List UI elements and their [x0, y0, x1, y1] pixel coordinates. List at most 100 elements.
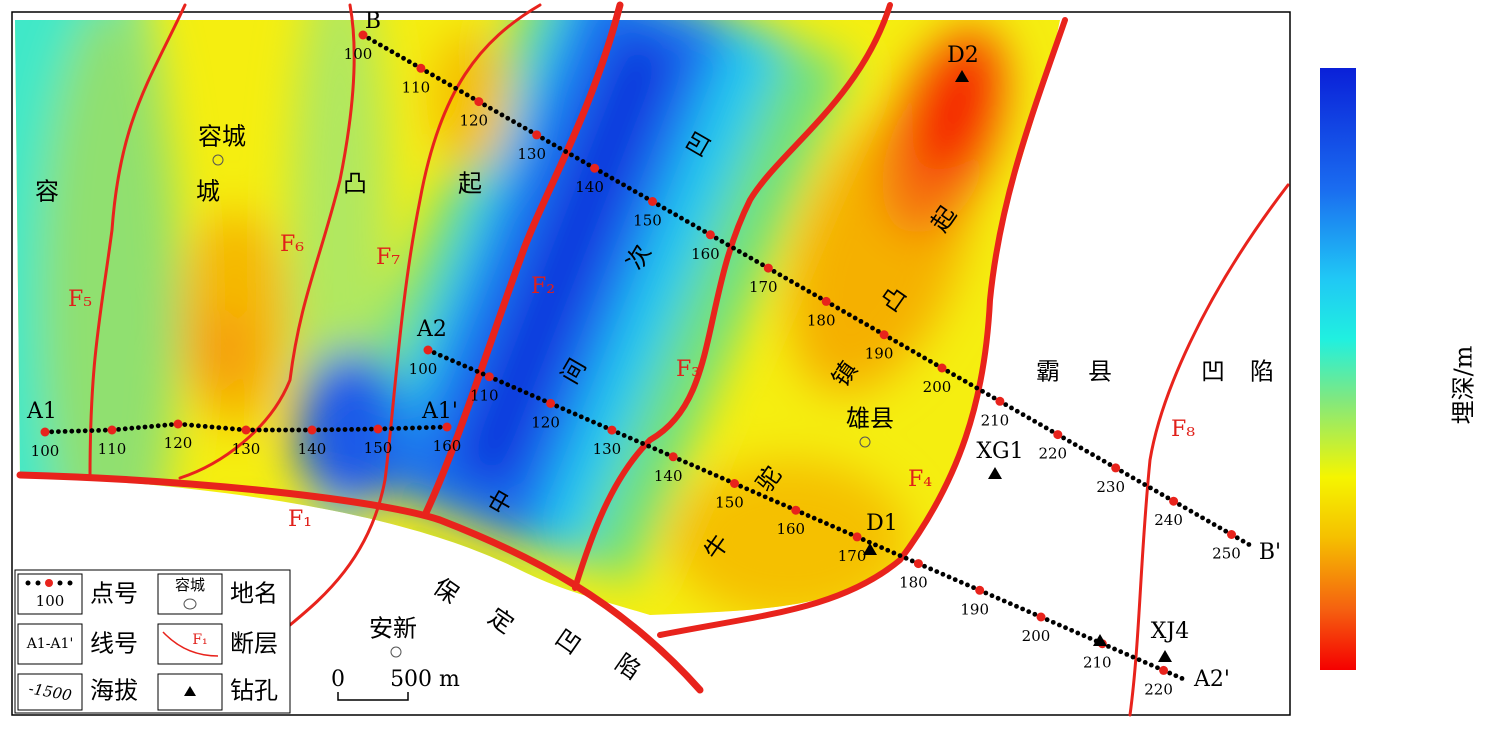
line-dot	[806, 289, 812, 294]
region-char: 城	[196, 178, 220, 206]
line-dot	[805, 513, 811, 518]
legend-label: 线号	[90, 630, 138, 658]
line-dot	[922, 355, 928, 361]
line-dot	[777, 272, 783, 278]
line-dot	[383, 45, 389, 51]
line-dot	[162, 422, 168, 428]
station-label: 190	[960, 600, 989, 618]
line-dot	[707, 470, 713, 476]
line-dot	[1081, 633, 1087, 639]
station-point	[1169, 496, 1179, 506]
line-dot	[369, 426, 374, 432]
legend-swatch	[157, 573, 223, 615]
line-dot	[928, 358, 933, 364]
line-dot	[1176, 502, 1182, 507]
station-label: 160	[691, 245, 720, 263]
line-dot	[962, 378, 968, 384]
station-point	[791, 505, 801, 515]
scale-line	[337, 692, 409, 701]
station-point	[821, 296, 831, 306]
line-dot	[122, 426, 128, 432]
line-dot	[522, 125, 528, 131]
fault-labels: F₁ F₂ F₃ F₄ F₅ F₆ F₇ F₈	[68, 232, 1195, 532]
line-dot	[560, 406, 566, 412]
line-dot	[423, 425, 429, 430]
line-dot	[182, 422, 188, 427]
line-dot	[149, 424, 155, 429]
station-point	[40, 427, 50, 437]
line-end-label: B'	[1259, 540, 1281, 565]
line-dot	[702, 229, 708, 234]
line-start-label: A2	[416, 317, 447, 342]
line-dot	[887, 335, 893, 341]
line-dot	[775, 499, 780, 505]
line-dot	[303, 427, 308, 433]
line-dot	[1087, 635, 1093, 641]
station-label: 130	[593, 440, 622, 458]
scale-zero: 0	[331, 667, 345, 692]
line-dot	[640, 441, 645, 446]
station-point	[975, 585, 985, 595]
line-dot	[679, 215, 684, 221]
legend: 100 点号 容城 地名 A1-A1' 线号 F₁ 断层 -1500 海拔 钻孔	[14, 569, 291, 714]
line-dot	[456, 360, 462, 366]
line-dot	[597, 422, 603, 428]
region-char: 容	[35, 178, 59, 206]
line-dot	[1026, 609, 1032, 615]
fault-label: F₁	[288, 507, 312, 532]
place-marker	[212, 154, 224, 166]
line-dot	[1038, 422, 1043, 428]
line-dot	[1246, 542, 1252, 547]
line-dot	[835, 305, 841, 311]
place-marker	[390, 646, 402, 658]
wells: D2 XG1 D1 XJ4	[863, 43, 1189, 662]
line-dot	[493, 376, 498, 382]
line-dot	[435, 75, 441, 81]
fault-label: F₄	[908, 467, 932, 492]
line-dot	[263, 427, 269, 433]
line-dot	[885, 547, 891, 553]
region-char: 陷	[1250, 358, 1274, 386]
station-point	[730, 479, 739, 488]
line-dot	[1009, 405, 1014, 411]
line-start-label: B	[365, 9, 381, 34]
line-dot	[62, 429, 68, 434]
line-dot	[412, 62, 418, 68]
line-dot	[812, 292, 818, 298]
line-dot	[945, 368, 951, 374]
station-point	[668, 452, 678, 462]
station-point	[442, 422, 452, 432]
line-dot	[738, 483, 744, 489]
line-dot	[1148, 662, 1154, 668]
line-dot	[355, 426, 361, 432]
line-dot	[499, 112, 505, 118]
line-dot	[852, 315, 858, 321]
station-label: 200	[1022, 627, 1051, 645]
line-dot	[830, 523, 835, 529]
line-dot	[626, 185, 632, 191]
line-dot	[1095, 455, 1101, 461]
line-dot	[574, 155, 580, 161]
station-label: 140	[654, 467, 683, 485]
line-dot	[493, 109, 499, 114]
line-dot	[1211, 522, 1217, 527]
line-dot	[1107, 462, 1113, 467]
line-dot	[991, 395, 997, 401]
fault-label: F₅	[68, 287, 92, 312]
line-dot	[462, 363, 468, 369]
line-dot	[1020, 412, 1026, 418]
line-dot	[136, 425, 141, 430]
line-dot	[866, 539, 872, 545]
line-dot	[985, 392, 991, 398]
well-marker	[1093, 634, 1107, 646]
colorbar-title: 埋深/m	[1450, 345, 1478, 424]
line-dot	[683, 459, 688, 465]
line-dot	[529, 392, 535, 398]
station-label: 130	[232, 440, 261, 458]
line-dot	[860, 537, 866, 542]
line-dot	[1003, 402, 1009, 408]
station-point	[852, 532, 862, 542]
line-dot	[511, 119, 516, 124]
line-dot	[545, 139, 551, 144]
region-char: 凸	[343, 170, 367, 198]
